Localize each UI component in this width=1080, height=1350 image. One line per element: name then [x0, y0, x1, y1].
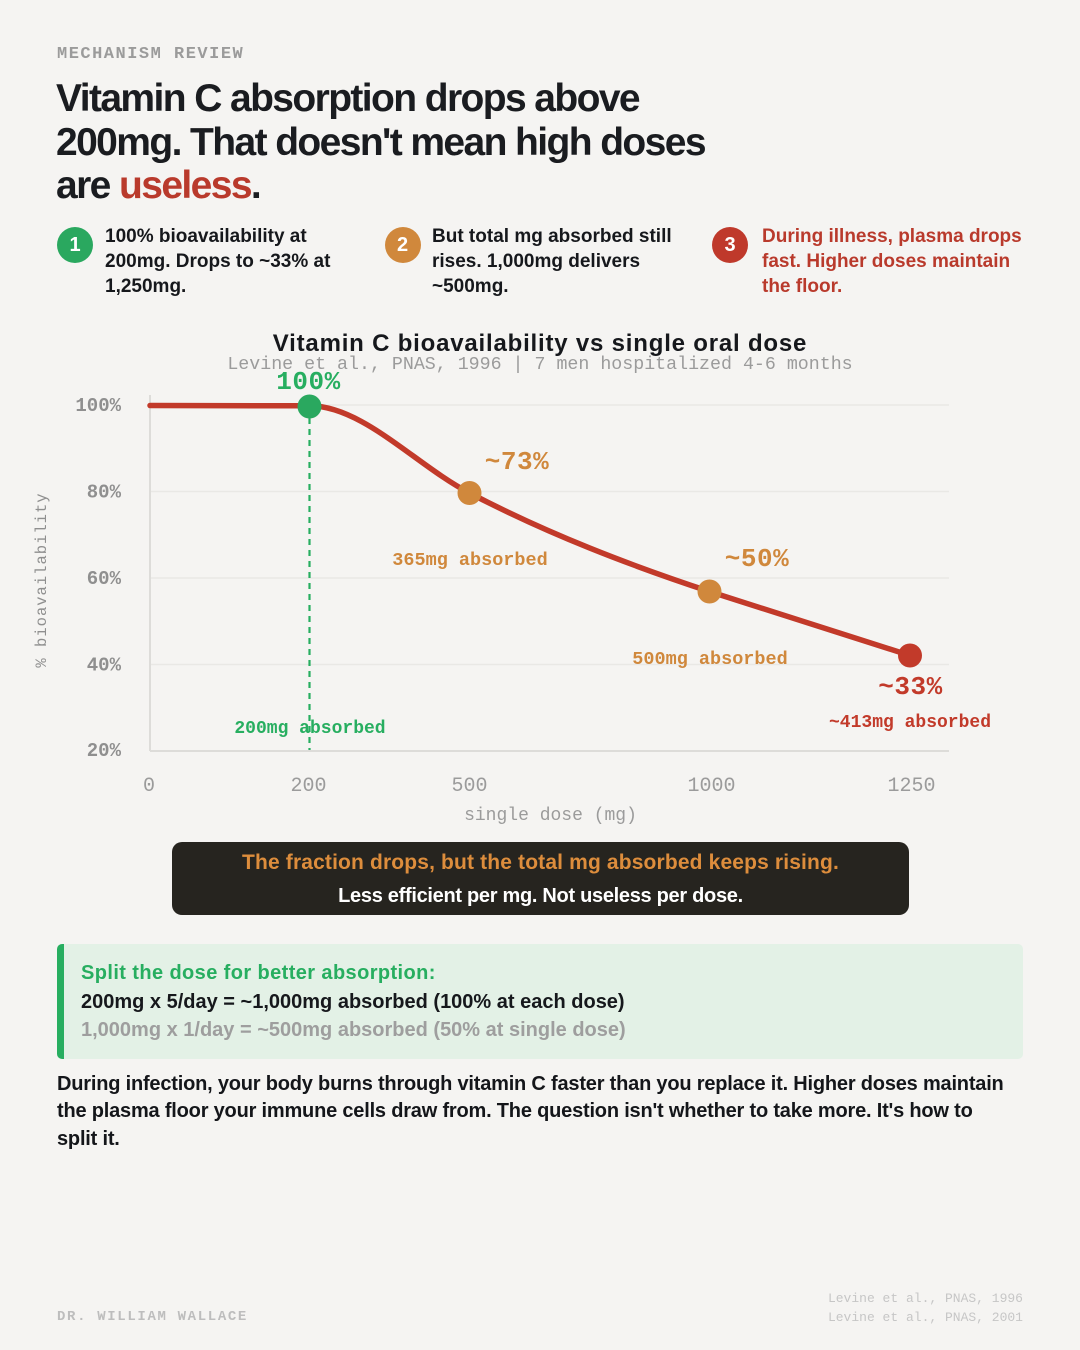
- svg-text:single dose (mg): single dose (mg): [464, 806, 637, 826]
- svg-text:500: 500: [451, 775, 487, 798]
- svg-text:200mg absorbed: 200mg absorbed: [234, 719, 385, 739]
- svg-text:% bioavailability: % bioavailability: [33, 492, 51, 667]
- svg-text:100%: 100%: [276, 367, 340, 397]
- svg-text:~73%: ~73%: [485, 447, 549, 477]
- svg-text:100%: 100%: [75, 395, 121, 417]
- svg-text:1000: 1000: [687, 775, 735, 798]
- svg-text:200: 200: [290, 775, 326, 798]
- svg-text:40%: 40%: [87, 655, 122, 677]
- svg-text:~413mg absorbed: ~413mg absorbed: [829, 713, 991, 733]
- svg-text:~50%: ~50%: [725, 544, 789, 574]
- svg-text:500mg absorbed: 500mg absorbed: [632, 649, 787, 670]
- svg-text:80%: 80%: [87, 482, 122, 504]
- svg-text:60%: 60%: [87, 568, 122, 590]
- svg-text:365mg absorbed: 365mg absorbed: [392, 550, 547, 571]
- svg-text:0: 0: [143, 775, 155, 798]
- svg-text:1250: 1250: [887, 775, 935, 798]
- svg-text:~33%: ~33%: [878, 672, 942, 702]
- svg-text:20%: 20%: [87, 740, 122, 762]
